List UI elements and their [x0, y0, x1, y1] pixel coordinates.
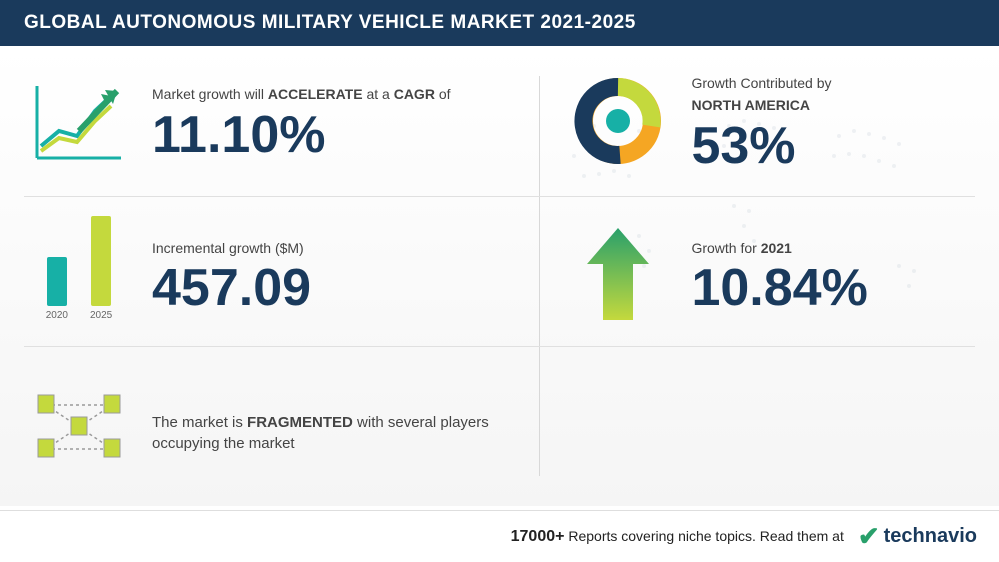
- footer-text: 17000+ Reports covering niche topics. Re…: [511, 528, 844, 546]
- horizontal-divider-1: [24, 196, 975, 197]
- incremental-icon-slot: 2020 2025: [24, 231, 134, 321]
- region-lead-strong: NORTH AMERICA: [691, 97, 809, 113]
- cagr-lead-tail: of: [435, 86, 451, 102]
- logo-text: technavio: [884, 525, 977, 548]
- cagr-lead: Market growth will ACCELERATE at a CAGR …: [152, 85, 519, 105]
- bar-2020-rect: [47, 257, 67, 306]
- fragmented-strong: FRAGMENTED: [247, 414, 353, 431]
- bar-2025-label: 2025: [90, 310, 112, 321]
- card-region: Growth Contributed by NORTH AMERICA 53%: [539, 46, 999, 196]
- cagr-lead-strong: ACCELERATE: [268, 86, 363, 102]
- card-cagr: Market growth will ACCELERATE at a CAGR …: [0, 46, 539, 196]
- card-incremental: 2020 2025 Incremental growth ($M) 457.09: [0, 199, 539, 349]
- bar-2025-rect: [91, 216, 111, 306]
- cagr-value: 11.10%: [152, 109, 519, 161]
- cagr-lead-post: at a: [363, 86, 394, 102]
- incremental-lead: Incremental growth ($M): [152, 239, 519, 259]
- header-bar: GLOBAL AUTONOMOUS MILITARY VEHICLE MARKE…: [0, 0, 999, 46]
- footer-count: 17000+: [511, 528, 565, 545]
- cagr-lead-strong2: CAGR: [394, 86, 435, 102]
- cagr-lead-pre: Market growth will: [152, 86, 268, 102]
- technavio-logo: ✔ technavio: [858, 521, 977, 552]
- footer-bar: 17000+ Reports covering niche topics. Re…: [0, 510, 999, 562]
- region-lead-pre: Growth Contributed by: [691, 74, 979, 94]
- bar-2020-label: 2020: [46, 310, 68, 321]
- cagr-icon-slot: [24, 76, 134, 171]
- card-year-growth: Growth for 2021 10.84%: [539, 199, 999, 349]
- fragmented-pre: The market is: [152, 414, 247, 431]
- bar-2020: 2020: [46, 257, 68, 321]
- growth-arrow-chart-icon: [29, 76, 129, 166]
- year-growth-lead-pre: Growth for: [691, 240, 760, 256]
- year-growth-lead-strong: 2021: [761, 240, 792, 256]
- bar-compare-icon: 2020 2025: [24, 231, 134, 321]
- fragmented-text: The market is FRAGMENTED with several pl…: [152, 412, 519, 454]
- fragmented-icon-slot: [24, 387, 134, 472]
- network-buildings-icon: [24, 387, 134, 467]
- region-icon-slot: [563, 76, 673, 171]
- content-area: Market growth will ACCELERATE at a CAGR …: [0, 46, 999, 506]
- page-title: GLOBAL AUTONOMOUS MILITARY VEHICLE MARKE…: [24, 12, 636, 33]
- up-arrow-icon: [583, 224, 653, 324]
- card-fragmented: The market is FRAGMENTED with several pl…: [0, 353, 539, 503]
- year-growth-icon-slot: [563, 224, 673, 329]
- region-value: 53%: [691, 120, 979, 172]
- year-growth-lead: Growth for 2021: [691, 239, 979, 259]
- region-lead-strong-wrap: NORTH AMERICA: [691, 96, 979, 116]
- logo-check-icon: ✔: [858, 521, 880, 552]
- incremental-value: 457.09: [152, 262, 519, 314]
- year-growth-value: 10.84%: [691, 262, 979, 314]
- bar-2025: 2025: [90, 216, 112, 321]
- footer-tail: Reports covering niche topics. Read them…: [564, 528, 843, 544]
- donut-chart-icon: [573, 76, 663, 166]
